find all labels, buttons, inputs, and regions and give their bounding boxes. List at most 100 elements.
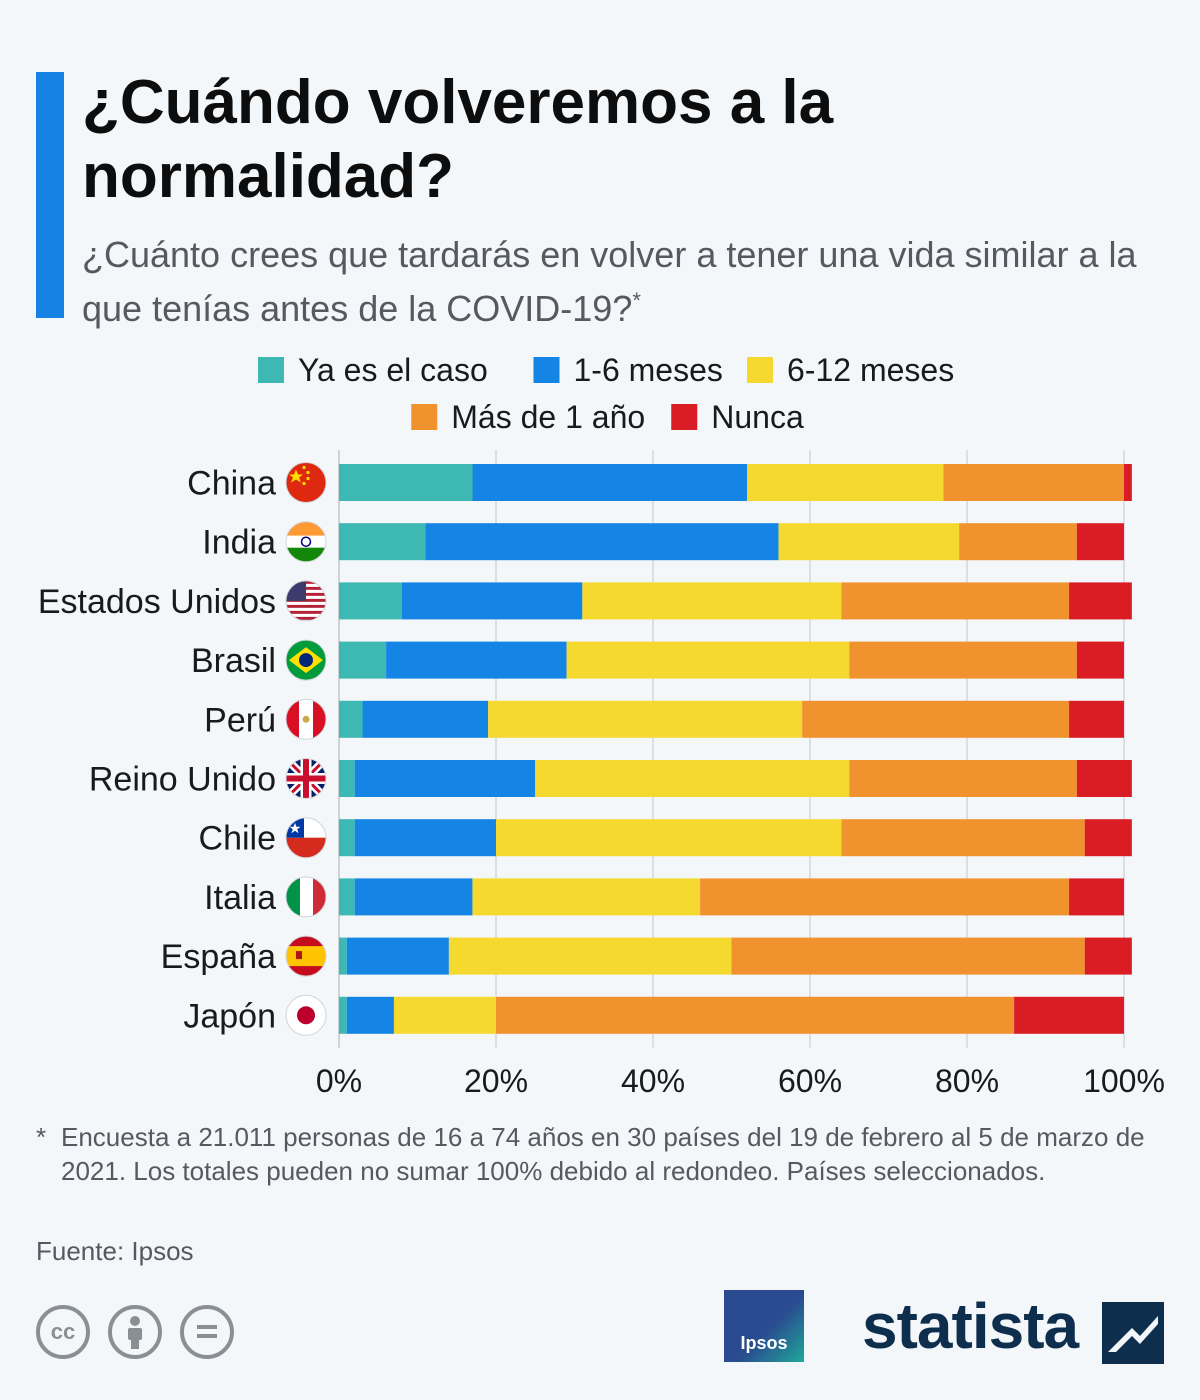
bar-segment-ya-es-el-caso (339, 819, 355, 857)
bars (339, 464, 1132, 1034)
legend-label: 1-6 meses (574, 352, 723, 388)
brazil-flag-icon (285, 639, 327, 681)
legend-label: Nunca (711, 399, 804, 435)
chile-flag-icon (285, 817, 327, 859)
bar-segment-1-6-meses (354, 760, 536, 797)
bar-row-japon (339, 996, 1124, 1034)
bar-segment-mas-de-1-ano (849, 760, 1077, 797)
cc-icon: cc (36, 1305, 90, 1359)
china-flag-icon (285, 462, 327, 503)
bar-segment-1-6-meses (472, 464, 748, 501)
x-axis-ticks: 0% 20% 40% 60% 80% 100% (316, 1063, 1165, 1099)
bar-segment-ya-es-el-caso (339, 523, 426, 561)
bar-segment-mas-de-1-ano (849, 641, 1077, 679)
legend-label: Ya es el caso (298, 352, 488, 388)
bar-row-brasil (339, 641, 1124, 679)
ipsos-logo-text: Ipsos (740, 1333, 788, 1353)
category-label-reino-unido: Reino Unido (89, 761, 276, 799)
bar-segment-mas-de-1-ano (700, 878, 1070, 916)
japan-flag-icon (285, 994, 327, 1036)
bar-row-peru (339, 700, 1124, 738)
bar-row-reino-unido (339, 760, 1132, 797)
chart-legend: Ya es el caso 1-6 meses 6-12 meses Más de 1… (258, 352, 954, 435)
bar-segment-6-12-meses (488, 700, 803, 738)
legend-swatch (411, 404, 438, 430)
bar-segment-mas-de-1-ano (841, 819, 1085, 857)
bar-segment-nunca (1069, 700, 1124, 738)
bar-row-china (339, 464, 1132, 501)
subtitle-footnote-marker: * (632, 288, 641, 313)
bar-segment-6-12-meses (393, 996, 496, 1034)
bar-segment-6-12-meses (582, 582, 842, 620)
footnote-marker: * (36, 1122, 47, 1152)
bar-segment-ya-es-el-caso (339, 641, 387, 679)
bar-segment-6-12-meses (448, 937, 732, 975)
india-flag-icon (285, 521, 327, 563)
stacked-bar-chart: Ya es el caso 1-6 meses 6-12 meses Más de 1… (38, 352, 1165, 1099)
category-label-chile: Chile (199, 820, 276, 858)
bar-segment-nunca (1076, 523, 1124, 561)
bar-segment-mas-de-1-ano (731, 937, 1085, 975)
bar-segment-6-12-meses (472, 878, 701, 916)
usa-flag-icon (285, 580, 327, 622)
bar-segment-mas-de-1-ano (959, 523, 1077, 561)
source-text: Fuente: Ipsos (36, 1236, 194, 1266)
bar-segment-6-12-meses (496, 819, 842, 857)
spain-flag-icon (285, 935, 327, 977)
bar-segment-6-12-meses (535, 760, 850, 797)
category-label-estados-unidos: Estados Unidos (38, 583, 276, 621)
bar-segment-nunca (1014, 996, 1124, 1034)
bar-segment-mas-de-1-ano (496, 996, 1015, 1034)
footnote-text: Encuesta a 21.011 personas de 16 a 74 añ… (61, 1122, 1145, 1186)
legend-swatch (533, 357, 560, 383)
bar-segment-1-6-meses (386, 641, 567, 679)
chart-subtitle: ¿Cuánto crees que tardarás en volver a t… (82, 232, 1172, 332)
bar-row-italia (339, 878, 1124, 916)
bar-row-espana (339, 937, 1132, 975)
bar-row-india (339, 523, 1124, 561)
bar-segment-mas-de-1-ano (841, 582, 1070, 620)
legend-swatch (747, 357, 773, 383)
bar-row-chile (339, 819, 1132, 857)
statista-logo: statista (862, 1290, 1079, 1362)
ipsos-logo: Ipsos (724, 1290, 804, 1362)
bar-segment-mas-de-1-ano (802, 700, 1070, 738)
bar-segment-ya-es-el-caso (339, 464, 473, 501)
uk-flag-icon (285, 758, 327, 799)
bar-segment-1-6-meses (425, 523, 779, 561)
x-tick-label: 100% (1083, 1063, 1165, 1099)
legend-item-mas-de-1-ano: Más de 1 año (411, 399, 645, 435)
legend-swatch (671, 404, 698, 430)
footnote: * Encuesta a 21.011 personas de 16 a 74 … (36, 1120, 1166, 1188)
bar-segment-nunca (1076, 641, 1124, 679)
category-label-italia: Italia (204, 879, 276, 917)
italy-flag-icon (285, 876, 327, 918)
bar-segment-ya-es-el-caso (339, 996, 347, 1034)
legend-item-nunca: Nunca (671, 399, 804, 435)
peru-flag-icon (285, 698, 327, 740)
accent-bar (36, 72, 64, 318)
category-label-peru: Perú (204, 701, 276, 739)
category-label-brasil: Brasil (191, 642, 276, 680)
no-derivatives-icon (180, 1305, 234, 1359)
legend-label: Más de 1 año (451, 399, 645, 435)
country-flags (285, 462, 327, 1036)
category-label-espana: España (161, 938, 276, 976)
category-label-india: India (202, 524, 276, 562)
legend-item-6-12-meses: 6-12 meses (747, 352, 954, 388)
bar-segment-nunca (1069, 582, 1132, 620)
bar-segment-1-6-meses (346, 996, 394, 1034)
legend-swatch (258, 357, 284, 383)
bar-row-estados-unidos (339, 582, 1132, 620)
bar-segment-ya-es-el-caso (339, 878, 355, 916)
legend-item-1-6-meses: 1-6 meses (533, 352, 723, 388)
legend-label: 6-12 meses (787, 352, 954, 388)
category-label-japon: Japón (183, 997, 276, 1035)
bar-segment-ya-es-el-caso (339, 582, 402, 620)
bar-segment-1-6-meses (354, 819, 496, 857)
category-labels: China India Estados Unidos Brasil Perú Reino … (38, 465, 276, 1036)
bar-segment-nunca (1084, 937, 1132, 975)
x-tick-label: 80% (935, 1063, 999, 1099)
bar-segment-6-12-meses (747, 464, 944, 501)
chart-title: ¿Cuándo volveremos a la normalidad? (82, 68, 834, 211)
